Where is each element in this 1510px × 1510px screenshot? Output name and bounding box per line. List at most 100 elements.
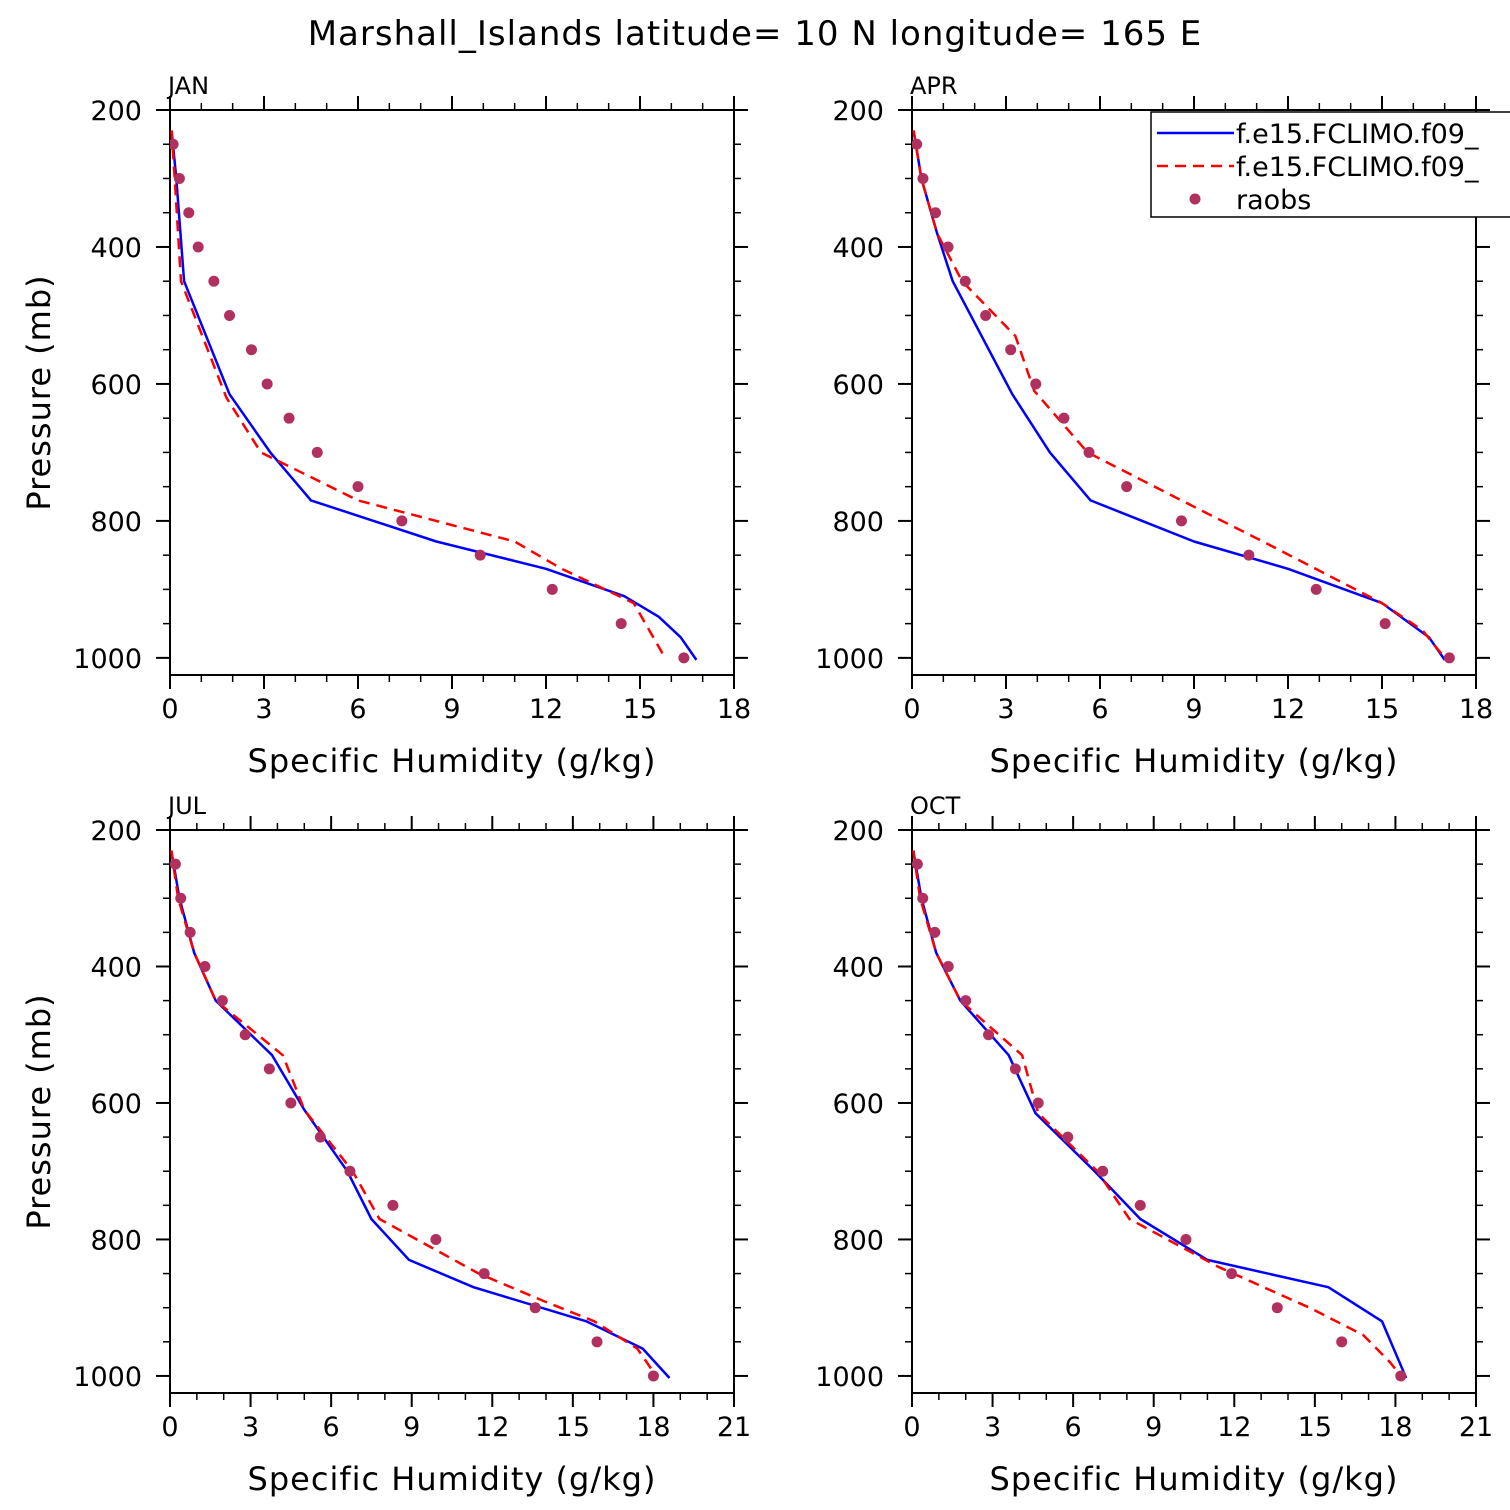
raobs-point xyxy=(1097,1165,1109,1177)
raobs-point xyxy=(912,138,923,150)
raobs-point xyxy=(1310,583,1322,595)
y-tick-label: 400 xyxy=(832,233,884,264)
raobs-point xyxy=(1226,1268,1238,1280)
figure-title: Marshall_Islands latitude= 10 N longitud… xyxy=(308,14,1203,54)
x-tick-label: 12 xyxy=(1271,694,1305,725)
legend-marker xyxy=(1189,193,1201,205)
raobs-point xyxy=(983,1029,995,1041)
raobs-point xyxy=(396,515,408,527)
x-tick-label: 6 xyxy=(349,694,366,725)
raobs-point xyxy=(930,207,941,219)
raobs-point xyxy=(173,172,185,184)
x-tick-label: 6 xyxy=(1065,1412,1082,1443)
x-tick-label: 18 xyxy=(717,694,751,725)
raobs-point xyxy=(591,1336,603,1348)
x-tick-label: 0 xyxy=(903,694,920,725)
raobs-point xyxy=(430,1233,442,1245)
x-tick-label: 21 xyxy=(1459,1412,1493,1443)
panel-label: APR xyxy=(910,72,958,100)
legend-label: raobs xyxy=(1236,185,1311,216)
x-tick-label: 12 xyxy=(475,1412,509,1443)
y-tick-label: 800 xyxy=(832,1225,884,1256)
raobs-point xyxy=(175,892,187,904)
x-tick-label: 18 xyxy=(1378,1412,1412,1443)
raobs-point xyxy=(208,275,220,287)
raobs-point xyxy=(1083,446,1095,458)
panel-jan: JAN 0 3 6 9 12 15 18 200 400 600 800 1000 Specific Hu… xyxy=(20,72,751,780)
x-tick-label: 12 xyxy=(1217,1412,1251,1443)
raobs-point xyxy=(917,892,929,904)
raobs-point xyxy=(678,652,690,664)
raobs-point xyxy=(283,412,295,424)
panels: JAN 0 3 6 9 12 15 18 200 400 600 800 1000 Specific Hu… xyxy=(20,72,1510,1498)
plot-frame xyxy=(169,109,735,676)
raobs-point xyxy=(387,1199,399,1211)
y-tick-label: 600 xyxy=(832,370,884,401)
plot-frame xyxy=(911,829,1477,1394)
panel-label: JUL xyxy=(166,792,207,820)
y-tick-label: 800 xyxy=(832,507,884,538)
y-tick-label: 600 xyxy=(90,370,142,401)
raobs-point xyxy=(314,1131,326,1143)
y-tick-label: 200 xyxy=(832,816,884,847)
raobs-point xyxy=(245,344,257,356)
raobs-point xyxy=(261,378,273,390)
y-tick-label: 600 xyxy=(832,1089,884,1120)
x-tick-label: 12 xyxy=(529,694,563,725)
raobs-point xyxy=(170,138,179,150)
raobs-point xyxy=(478,1268,490,1280)
x-axis-label: Specific Humidity (g/kg) xyxy=(990,742,1399,780)
model-line-solid xyxy=(170,130,698,661)
x-tick-label: 9 xyxy=(1185,694,1202,725)
raobs-point xyxy=(1030,378,1042,390)
series-group xyxy=(912,130,1455,664)
raobs-point xyxy=(1395,1370,1407,1382)
raobs-point xyxy=(224,309,236,321)
x-tick-label: 18 xyxy=(636,1412,670,1443)
y-tick-label: 1000 xyxy=(815,644,884,675)
model-line-dashed xyxy=(912,850,1402,1377)
raobs-point xyxy=(1005,344,1017,356)
x-tick-label: 3 xyxy=(984,1412,1001,1443)
raobs-point xyxy=(929,926,941,938)
panel-label: OCT xyxy=(910,792,961,820)
x-tick-label: 0 xyxy=(161,1412,178,1443)
x-tick-label: 21 xyxy=(717,1412,751,1443)
y-axis-label: Pressure (mb) xyxy=(20,274,58,510)
x-tick-label: 6 xyxy=(323,1412,340,1443)
y-axis-label: Pressure (mb) xyxy=(20,993,58,1229)
x-tick-label: 18 xyxy=(1459,694,1493,725)
raobs-point xyxy=(1134,1199,1146,1211)
x-tick-label: 15 xyxy=(1298,1412,1332,1443)
raobs-point xyxy=(344,1165,356,1177)
raobs-point xyxy=(1121,481,1133,493)
raobs-point xyxy=(546,583,558,595)
y-tick-label: 200 xyxy=(90,816,142,847)
x-tick-label: 9 xyxy=(443,694,460,725)
x-tick-label: 3 xyxy=(997,694,1014,725)
model-line-solid xyxy=(170,850,671,1379)
series-group xyxy=(912,850,1408,1382)
x-tick-label: 15 xyxy=(1365,694,1399,725)
raobs-point xyxy=(474,549,486,561)
raobs-point xyxy=(529,1302,541,1314)
raobs-point xyxy=(239,1029,251,1041)
raobs-point xyxy=(183,207,195,219)
x-tick-label: 15 xyxy=(623,694,657,725)
raobs-point xyxy=(216,995,228,1007)
x-axis-label: Specific Humidity (g/kg) xyxy=(990,1460,1399,1498)
legend-box xyxy=(1150,111,1510,218)
x-tick-label: 3 xyxy=(255,694,272,725)
panel-oct: OCT 0 3 6 9 12 15 18 21 200 400 600 800 1000 Specific … xyxy=(815,792,1493,1498)
raobs-point xyxy=(1062,1131,1074,1143)
panel-label: JAN xyxy=(166,72,209,100)
x-axis-label: Specific Humidity (g/kg) xyxy=(248,1460,657,1498)
raobs-point xyxy=(170,858,181,870)
raobs-point xyxy=(1443,652,1455,664)
panel-jul: JUL 0 3 6 9 12 15 18 21 200 400 600 800 1000 Specific … xyxy=(20,792,751,1498)
plot-frame xyxy=(169,829,735,1394)
raobs-point xyxy=(615,618,627,630)
panel-apr: APR 0 3 6 9 12 15 18 200 400 600 800 1000 Specific Hu… xyxy=(815,72,1493,780)
raobs-point xyxy=(912,858,923,870)
